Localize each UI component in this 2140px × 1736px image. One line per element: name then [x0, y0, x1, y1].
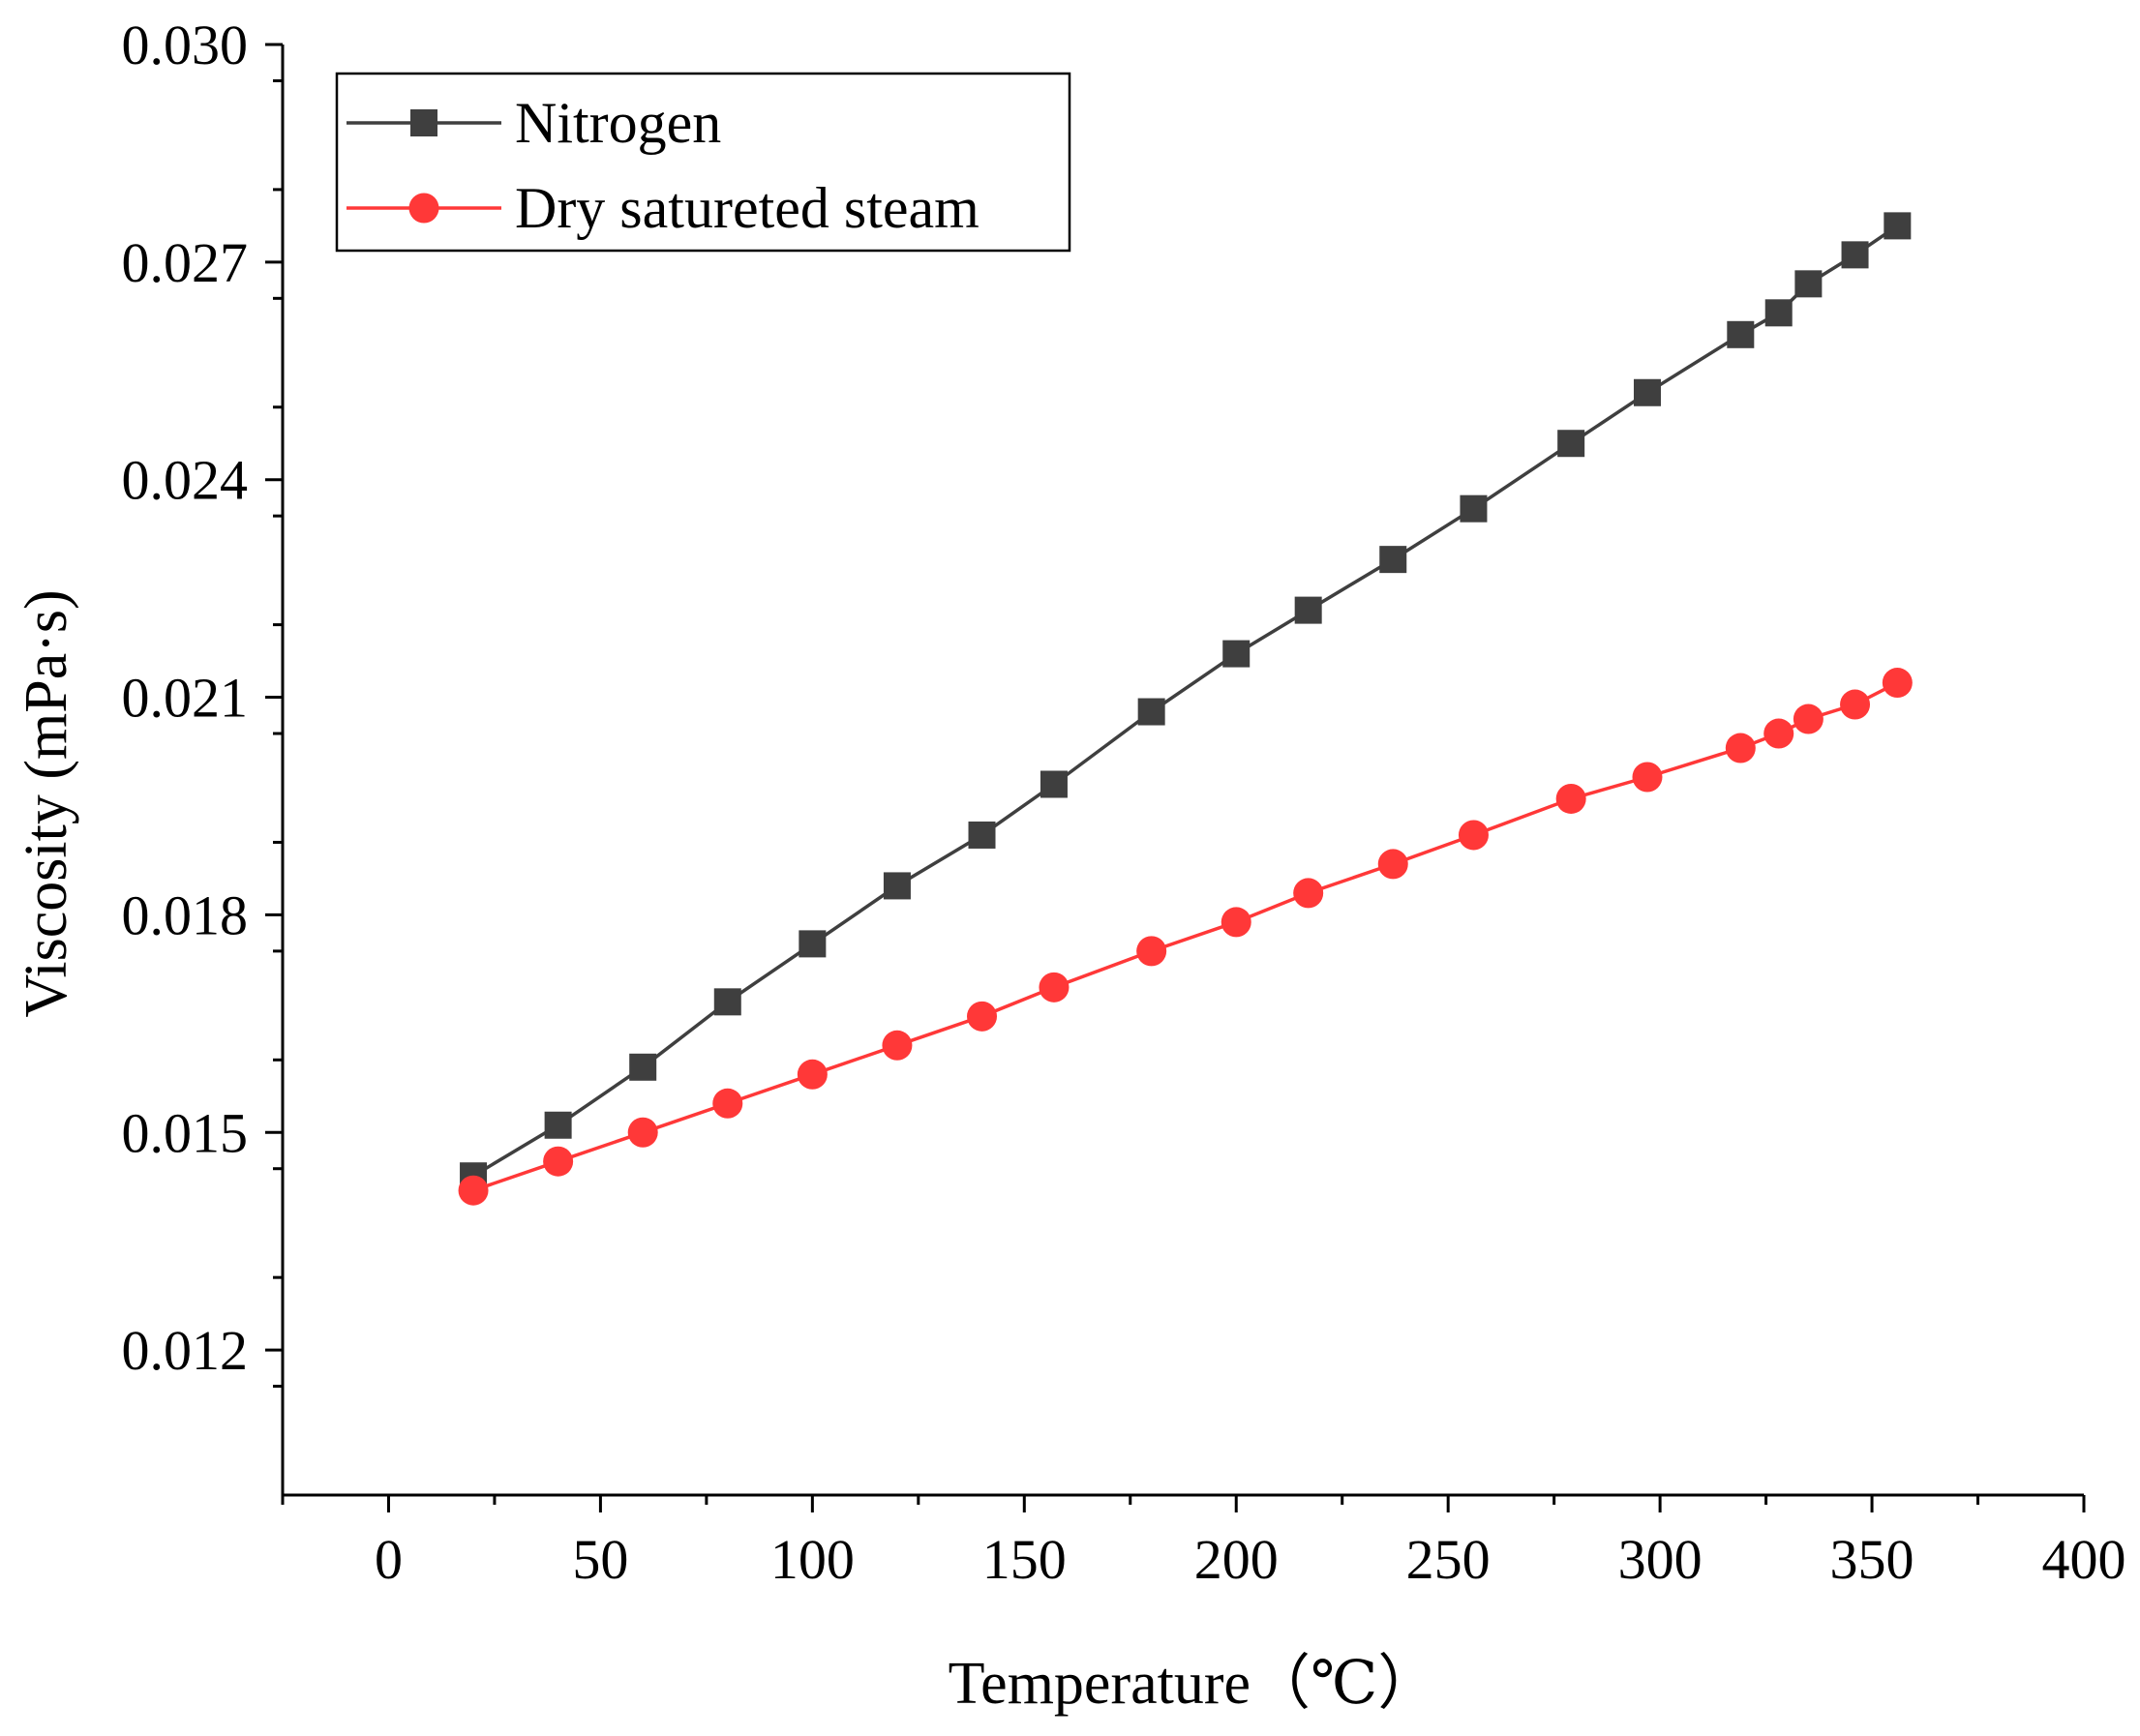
data-point	[627, 1117, 658, 1148]
data-point	[1555, 783, 1586, 814]
y-tick-label: 0.018	[122, 883, 249, 946]
y-tick-label: 0.024	[122, 449, 249, 512]
data-point	[799, 930, 827, 958]
data-point	[1458, 820, 1489, 851]
x-tick-label: 0	[375, 1528, 403, 1591]
data-point	[797, 1059, 828, 1090]
data-point	[883, 872, 911, 900]
series-1	[458, 668, 1913, 1206]
data-point	[1222, 640, 1251, 668]
series-0	[460, 212, 1912, 1190]
data-point	[1632, 762, 1663, 793]
data-point	[1294, 596, 1322, 624]
legend: Nitrogen Dry satureted steam	[335, 72, 1071, 253]
x-axis-title: Temperature（℃）	[949, 1651, 1438, 1717]
data-point	[1793, 703, 1824, 734]
data-point	[712, 1088, 743, 1119]
data-point	[1794, 270, 1823, 298]
data-point	[1460, 494, 1488, 523]
data-point	[1764, 299, 1793, 327]
data-point	[1293, 878, 1324, 909]
data-point	[967, 1001, 998, 1032]
data-point	[1882, 668, 1913, 699]
y-tick-label: 0.015	[122, 1101, 249, 1164]
y-tick-label: 0.021	[122, 667, 249, 730]
data-point	[1040, 770, 1068, 798]
x-tick-label: 350	[1830, 1528, 1914, 1591]
y-tick-label: 0.012	[122, 1319, 249, 1382]
data-point	[543, 1146, 574, 1177]
axes: 0.012 0.015 0.018 0.021 0.024 0.027 0.030 0 50 10…	[122, 14, 2126, 1591]
data-point	[1884, 212, 1912, 240]
legend-label: Nitrogen	[515, 91, 721, 155]
series-line	[472, 224, 1899, 1178]
x-tick-label: 50	[572, 1528, 628, 1591]
data-point	[1136, 936, 1167, 967]
x-tick-label: 250	[1406, 1528, 1491, 1591]
x-tick-label: 100	[770, 1528, 855, 1591]
data-point	[1841, 241, 1869, 269]
data-point	[713, 988, 741, 1016]
data-point	[882, 1030, 913, 1061]
data-point	[1725, 733, 1756, 763]
legend-marker	[410, 109, 437, 136]
data-point	[458, 1175, 489, 1206]
y-tick-label: 0.027	[122, 231, 249, 294]
legend-marker	[408, 193, 439, 224]
series-line	[472, 681, 1899, 1192]
y-axis-title: Viscosity (mPa·s)	[14, 589, 79, 1017]
data-point	[1377, 849, 1408, 880]
data-point	[1137, 698, 1165, 726]
data-point	[1039, 972, 1070, 1003]
data-point	[1379, 546, 1407, 574]
data-point	[968, 821, 996, 849]
data-point	[544, 1111, 572, 1139]
y-tick-label: 0.030	[122, 14, 249, 76]
data-point	[629, 1053, 657, 1081]
legend-box	[335, 72, 1071, 253]
data-point	[1633, 378, 1661, 406]
data-point	[1557, 430, 1585, 458]
series-layer	[458, 212, 1913, 1206]
x-tick-label: 300	[1618, 1528, 1703, 1591]
data-point	[1727, 320, 1755, 348]
data-point	[1221, 907, 1251, 938]
legend-label: Dry satureted steam	[515, 176, 980, 240]
data-point	[1840, 689, 1871, 720]
x-tick-label: 150	[982, 1528, 1067, 1591]
x-tick-label: 200	[1194, 1528, 1279, 1591]
x-tick-label: 400	[2042, 1528, 2126, 1591]
data-point	[1763, 718, 1794, 749]
